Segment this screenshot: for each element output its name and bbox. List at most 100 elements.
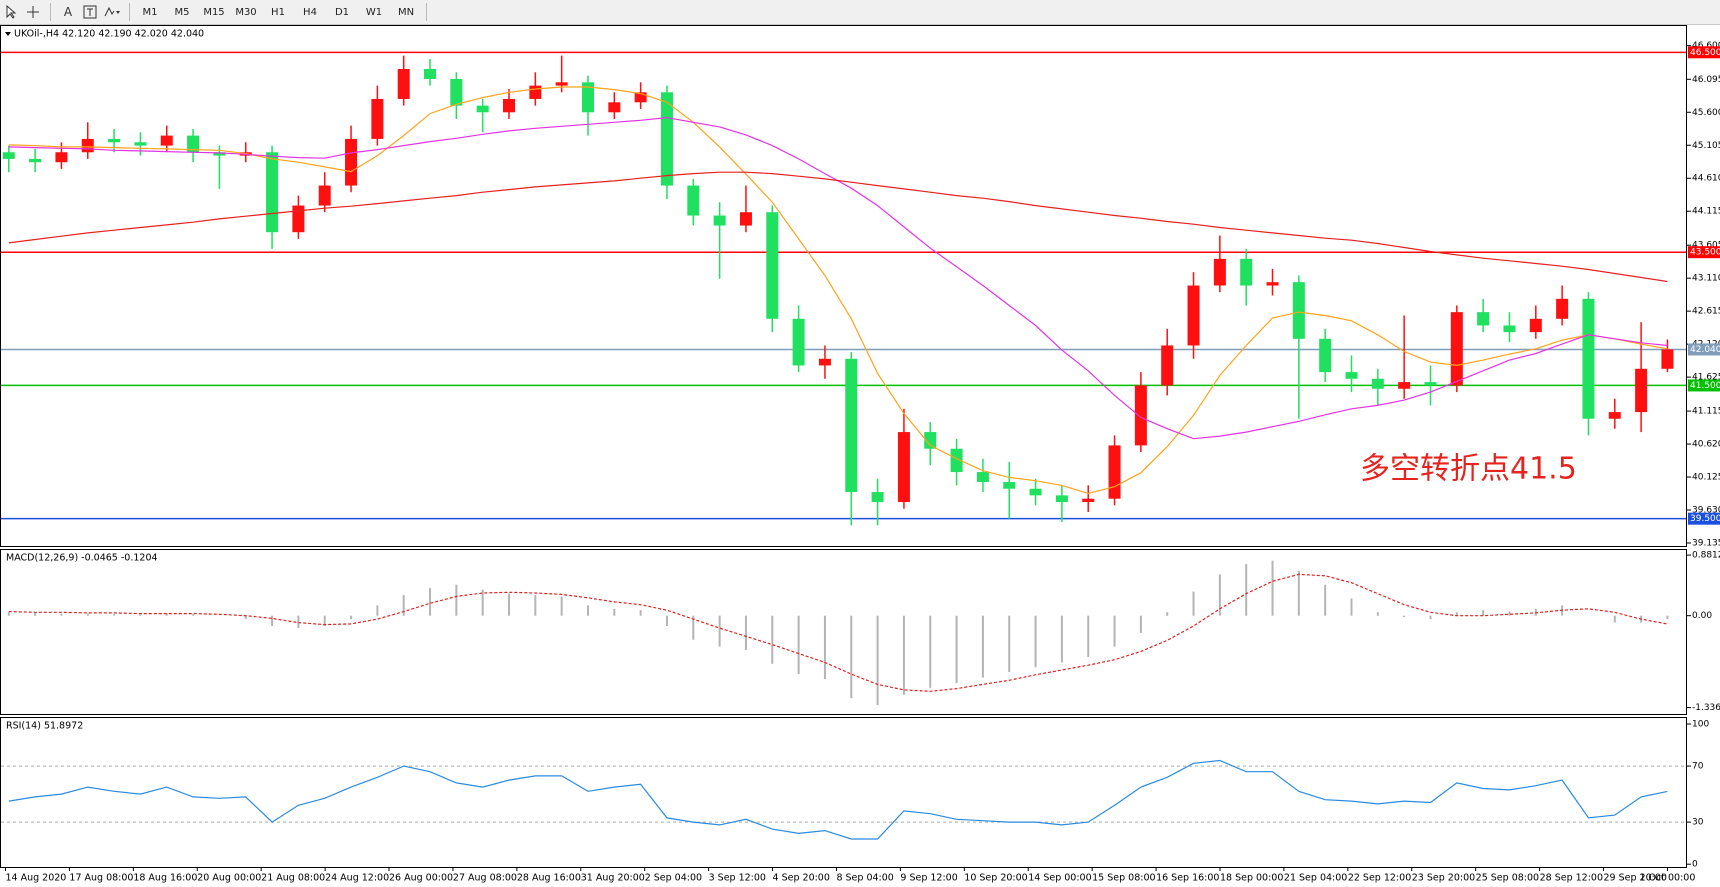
- level-label: 42.040: [1690, 345, 1720, 355]
- shapes-tool[interactable]: [101, 2, 123, 22]
- candle-body: [1292, 282, 1305, 339]
- panel-frame: [0, 549, 1687, 715]
- x-tick-label: 31 Aug 20:00: [581, 873, 645, 884]
- timeframe-button[interactable]: W1: [365, 6, 383, 18]
- timeframe-button[interactable]: D1: [334, 6, 350, 18]
- y-tick-label: 43.110: [1692, 274, 1720, 284]
- candle-body: [687, 185, 700, 216]
- x-tick-label: 14 Sep 00:00: [1028, 873, 1091, 884]
- level-tag: [1688, 512, 1720, 525]
- candle-body: [1556, 298, 1569, 319]
- label-icon: [83, 5, 97, 19]
- candle-body: [608, 102, 621, 113]
- x-tick-label: 4 Sep 20:00: [773, 873, 830, 884]
- x-tick-label: 15 Sep 08:00: [1092, 873, 1155, 884]
- chart: 46.600 46.095 45.600 45.105 44.610 44.115 43.6…: [0, 25, 1720, 884]
- y-tick-label: -1.3368: [1692, 703, 1720, 713]
- y-tick-label: 0.8812: [1692, 551, 1720, 561]
- candle-body: [845, 358, 858, 493]
- timeframe-button[interactable]: M5: [174, 6, 190, 18]
- x-tick-label: 28 Aug 16:00: [517, 873, 581, 884]
- candle-body: [529, 85, 542, 99]
- candle-body: [1029, 488, 1042, 496]
- timeframes: M1 M5 M15 M30 H1 H4 D1 W1 MN: [136, 2, 420, 22]
- y-tick-label: 0: [1692, 860, 1698, 870]
- x-tick-label: 14 Aug 2020: [5, 873, 66, 884]
- timeframe-button[interactable]: M15: [203, 6, 225, 18]
- timeframe-button[interactable]: M1: [142, 6, 158, 18]
- moving-average: [8, 86, 1668, 495]
- candle-body: [1635, 368, 1648, 413]
- y-tick-label: 41.115: [1692, 407, 1720, 417]
- rsi-line: [8, 759, 1668, 840]
- candle-body: [266, 152, 279, 233]
- level-label: 41.500: [1690, 381, 1720, 391]
- candle-body: [766, 212, 779, 319]
- shapes-icon: [104, 6, 120, 17]
- cursor-tool[interactable]: [0, 2, 22, 22]
- candle-body: [1529, 318, 1542, 333]
- candle-body: [1503, 325, 1516, 333]
- y-tick-label: 70: [1692, 762, 1704, 772]
- panel-frame: [0, 717, 1687, 868]
- timeframe-button[interactable]: H1: [271, 6, 285, 18]
- candle-body: [371, 98, 384, 139]
- timeframe-button[interactable]: H4: [303, 6, 317, 18]
- candle-body: [1108, 445, 1121, 499]
- level-label: 43.500: [1690, 248, 1720, 258]
- text-tool[interactable]: A: [57, 2, 79, 22]
- separator: [426, 3, 427, 21]
- candle-body: [292, 205, 305, 233]
- candle-body: [739, 212, 752, 226]
- y-tick-label: 44.610: [1692, 174, 1720, 184]
- x-tick-label: 20 Aug 00:00: [197, 873, 261, 884]
- candle-body: [634, 92, 647, 103]
- candle-body: [476, 105, 489, 113]
- candle-body: [1424, 382, 1437, 386]
- x-tick-label: 18 Sep 00:00: [1220, 873, 1283, 884]
- level-label: 46.500: [1690, 48, 1720, 58]
- plot-area: [1, 759, 1686, 840]
- candle-body: [924, 432, 937, 449]
- candle-body: [871, 492, 884, 503]
- x-tick-label: 16 Sep 16:00: [1156, 873, 1219, 884]
- candle-body: [318, 185, 331, 206]
- candle-body: [397, 68, 410, 99]
- plot-area: [1, 51, 1686, 526]
- panel-title: MACD(12,26,9) -0.0465 -0.1204: [6, 553, 158, 564]
- timeframe-button[interactable]: M30: [235, 6, 257, 18]
- crosshair-tool[interactable]: [22, 2, 44, 22]
- candle-body: [1213, 258, 1226, 286]
- y-tick-label: 40.125: [1692, 473, 1720, 483]
- separator: [129, 3, 130, 21]
- candle-body: [1266, 282, 1279, 286]
- candle-body: [503, 98, 516, 113]
- level-tag: [1688, 379, 1720, 392]
- cursor-icon: [6, 5, 17, 19]
- candle-body: [424, 68, 437, 79]
- candle-body: [1240, 258, 1253, 286]
- x-tick-label: 1 Oct 00:00: [1639, 873, 1695, 884]
- y-tick-label: 43.605: [1692, 241, 1720, 251]
- x-tick-label: 21 Aug 08:00: [261, 873, 325, 884]
- candle-body: [792, 318, 805, 366]
- candle-body: [55, 152, 68, 163]
- x-tick-label: 27 Aug 08:00: [453, 873, 517, 884]
- toolbar: A M1 M5 M15 M30 H1 H4 D1 W1 MN: [0, 0, 1720, 25]
- candle-body: [1187, 285, 1200, 346]
- label-tool[interactable]: [79, 2, 101, 22]
- candle-body: [1055, 495, 1068, 503]
- timeframe-button[interactable]: MN: [397, 6, 415, 18]
- y-tick-label: 39.135: [1692, 539, 1720, 549]
- candle-body: [29, 158, 42, 163]
- candle-body: [581, 82, 594, 113]
- x-tick-label: 21 Sep 04:00: [1284, 873, 1347, 884]
- x-tick-label: 2 Sep 04:00: [645, 873, 702, 884]
- panel-title: UKOil-,H4 42.120 42.190 42.020 42.040: [14, 29, 204, 40]
- symbol-triangle: [5, 32, 11, 36]
- panel-frame: [0, 25, 1687, 547]
- x-tick-label: 18 Aug 16:00: [133, 873, 197, 884]
- x-tick-label: 23 Sep 20:00: [1412, 873, 1475, 884]
- crosshair-icon: [27, 6, 39, 18]
